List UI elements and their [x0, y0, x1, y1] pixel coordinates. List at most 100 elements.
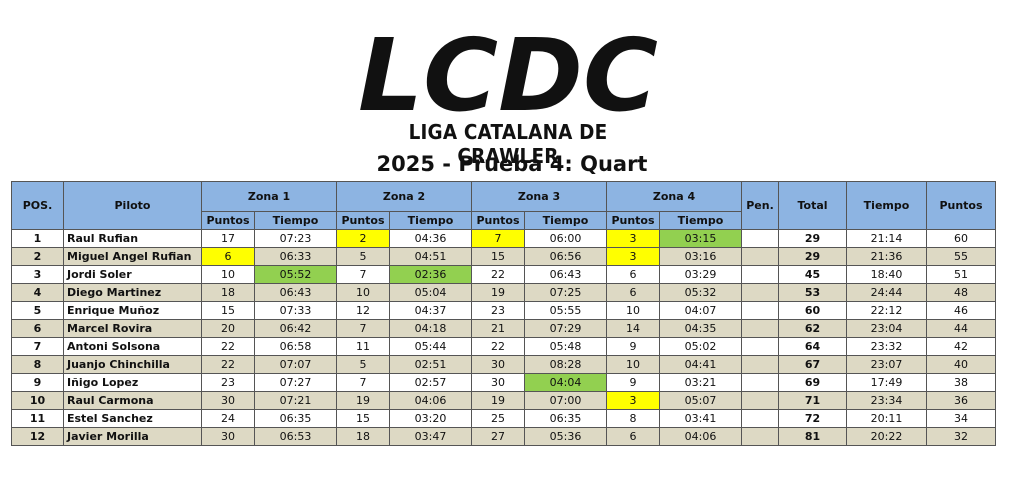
pos-cell: 3 [11, 265, 64, 284]
lcdc-logo: LCDC [355, 17, 661, 142]
zona-3-tiempo-cell: 06:56 [524, 247, 607, 266]
total-cell: 81 [778, 427, 847, 446]
zona-1-tiempo-cell: 06:53 [254, 427, 337, 446]
zona-1-puntos-cell: 10 [201, 265, 255, 284]
zona-1-puntos-cell: 15 [201, 301, 255, 320]
puntos-total-cell: 55 [926, 247, 996, 266]
zona-3-tiempo-cell: 05:55 [524, 301, 607, 320]
header-zona-2: Zona 2 [336, 181, 472, 212]
zona-1-puntos-cell: 30 [201, 391, 255, 410]
puntos-total-cell: 46 [926, 301, 996, 320]
pen-cell [741, 409, 779, 428]
zona-3-puntos-cell: 27 [471, 427, 525, 446]
pos-cell: 6 [11, 319, 64, 338]
zona-1-tiempo-cell: 07:21 [254, 391, 337, 410]
pos-cell: 1 [11, 229, 64, 248]
header-tiempo-total: Tiempo [846, 181, 927, 230]
pos-cell: 2 [11, 247, 64, 266]
tiempo-total-cell: 23:04 [846, 319, 927, 338]
zona-4-puntos-cell: 10 [606, 301, 660, 320]
zona-1-tiempo-cell: 06:33 [254, 247, 337, 266]
tiempo-total-cell: 23:32 [846, 337, 927, 356]
zona-1-tiempo-cell: 06:43 [254, 283, 337, 302]
zona-3-tiempo-cell: 07:29 [524, 319, 607, 338]
zona-3-tiempo-cell: 06:00 [524, 229, 607, 248]
piloto-cell: Jordi Soler [63, 265, 202, 284]
zona-4-tiempo-cell: 03:29 [659, 265, 742, 284]
puntos-total-cell: 32 [926, 427, 996, 446]
tiempo-total-cell: 21:36 [846, 247, 927, 266]
zona-4-tiempo-cell: 05:07 [659, 391, 742, 410]
zona-1-puntos-cell: 24 [201, 409, 255, 428]
zona-3-puntos-cell: 30 [471, 373, 525, 392]
zona-3-puntos-cell: 30 [471, 355, 525, 374]
zona-4-tiempo-cell: 04:41 [659, 355, 742, 374]
zona-3-puntos-cell: 19 [471, 283, 525, 302]
zona-4-puntos-cell: 10 [606, 355, 660, 374]
zona-2-tiempo-cell: 03:20 [389, 409, 472, 428]
pos-cell: 9 [11, 373, 64, 392]
table-row: 6 Marcel Rovira 20 06:42 7 04:18 21 07:29 14 04:3… [11, 319, 996, 338]
table-row: 12 Javier Morilla 30 06:53 18 03:47 27 05:36 6 04… [11, 427, 996, 446]
zona-2-puntos-cell: 7 [336, 319, 390, 338]
zona-3-tiempo-cell: 08:28 [524, 355, 607, 374]
tiempo-total-cell: 24:44 [846, 283, 927, 302]
total-cell: 69 [778, 373, 847, 392]
zona-4-tiempo-cell: 03:15 [659, 229, 742, 248]
pen-cell [741, 265, 779, 284]
zona-4-puntos-cell: 3 [606, 391, 660, 410]
pen-cell [741, 373, 779, 392]
pen-cell [741, 283, 779, 302]
piloto-cell: Juanjo Chinchilla [63, 355, 202, 374]
zona-2-tiempo-cell: 03:47 [389, 427, 472, 446]
puntos-total-cell: 40 [926, 355, 996, 374]
zona-1-tiempo-cell: 06:42 [254, 319, 337, 338]
zona-2-tiempo-cell: 04:18 [389, 319, 472, 338]
zona-2-tiempo-cell: 02:51 [389, 355, 472, 374]
zona-4-tiempo-cell: 05:02 [659, 337, 742, 356]
pen-cell [741, 301, 779, 320]
zona-1-puntos-cell: 20 [201, 319, 255, 338]
zona-4-tiempo-cell: 04:07 [659, 301, 742, 320]
zona-4-tiempo-cell: 04:35 [659, 319, 742, 338]
subheader-tiempo: Tiempo [254, 211, 337, 230]
puntos-total-cell: 44 [926, 319, 996, 338]
header-zona-1: Zona 1 [201, 181, 337, 212]
zona-4-puntos-cell: 9 [606, 373, 660, 392]
pos-cell: 11 [11, 409, 64, 428]
header-zona-4: Zona 4 [606, 181, 742, 212]
table-row: 5 Enrique Muñoz 15 07:33 12 04:37 23 05:55 10 04:… [11, 301, 996, 320]
zona-1-puntos-cell: 23 [201, 373, 255, 392]
zona-4-puntos-cell: 3 [606, 229, 660, 248]
zona-2-tiempo-cell: 04:06 [389, 391, 472, 410]
pos-cell: 12 [11, 427, 64, 446]
table-row: 11 Estel Sanchez 24 06:35 15 03:20 25 06:35 8 03:… [11, 409, 996, 428]
zona-2-puntos-cell: 7 [336, 265, 390, 284]
zona-2-puntos-cell: 19 [336, 391, 390, 410]
table-row: 7 Antoni Solsona 22 06:58 11 05:44 22 05:48 9 05:… [11, 337, 996, 356]
total-cell: 60 [778, 301, 847, 320]
pos-cell: 8 [11, 355, 64, 374]
tiempo-total-cell: 21:14 [846, 229, 927, 248]
zona-2-puntos-cell: 12 [336, 301, 390, 320]
total-cell: 62 [778, 319, 847, 338]
piloto-cell: Antoni Solsona [63, 337, 202, 356]
zona-2-tiempo-cell: 05:44 [389, 337, 472, 356]
pen-cell [741, 247, 779, 266]
zona-2-tiempo-cell: 05:04 [389, 283, 472, 302]
subheader-tiempo: Tiempo [524, 211, 607, 230]
table-row: 1 Raul Rufian 17 07:23 2 04:36 7 06:00 3 03:15 29 2… [11, 229, 996, 248]
total-cell: 67 [778, 355, 847, 374]
zona-3-puntos-cell: 22 [471, 337, 525, 356]
header-total: Total [778, 181, 847, 230]
zona-1-tiempo-cell: 07:23 [254, 229, 337, 248]
table-row: 2 Miguel Angel Rufian 6 06:33 5 04:51 15 06:56 3… [11, 247, 996, 266]
subheader-puntos: Puntos [606, 211, 660, 230]
table-row: 10 Raul Carmona 30 07:21 19 04:06 19 07:00 3 05:0… [11, 391, 996, 410]
header-pos: POS. [11, 181, 64, 230]
table-row: 3 Jordi Soler 10 05:52 7 02:36 22 06:43 6 03:29 45… [11, 265, 996, 284]
pen-cell [741, 391, 779, 410]
total-cell: 64 [778, 337, 847, 356]
zona-2-tiempo-cell: 04:36 [389, 229, 472, 248]
results-table: POS. Piloto Zona 1 Zona 2 Zona 3 Zona 4 … [11, 181, 996, 446]
